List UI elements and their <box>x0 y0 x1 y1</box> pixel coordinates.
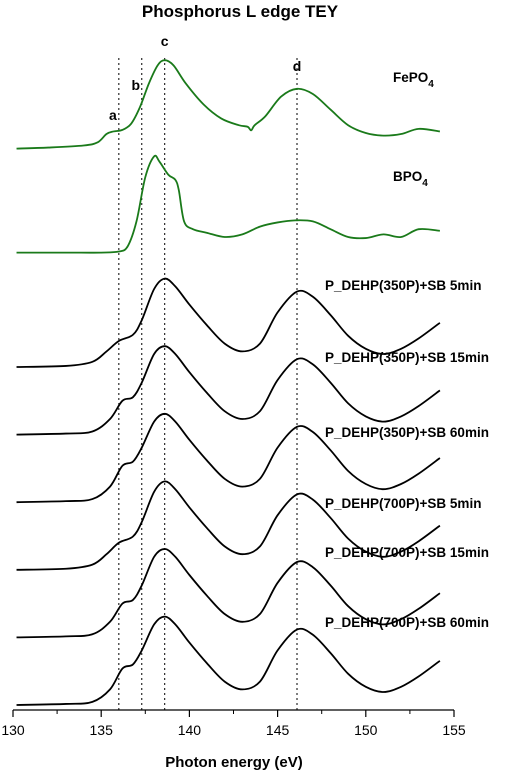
series-line-2 <box>16 154 440 254</box>
series-line-6 <box>16 480 441 571</box>
peak-label-b: b <box>131 77 140 93</box>
series-label-1: FePO4 <box>393 70 434 90</box>
series-label-8: P_DEHP(700P)+SB 60min <box>325 615 489 630</box>
series-line-1 <box>16 59 441 150</box>
x-axis-ticks: 130 135 140 145 150 155 <box>1 710 466 738</box>
peak-label-a: a <box>109 107 117 123</box>
series-line-5 <box>16 412 441 504</box>
series-line-4 <box>16 345 441 436</box>
x-axis-label: Photon energy (eV) <box>165 754 303 771</box>
peak-label-d: d <box>293 58 302 74</box>
x-tick-label-130: 130 <box>1 722 25 738</box>
series-line-3 <box>16 277 441 368</box>
series-label-6: P_DEHP(700P)+SB 5min <box>325 496 481 511</box>
peak-markers: ab c d <box>109 33 301 710</box>
series-line-8 <box>16 615 441 706</box>
x-tick-label-150: 150 <box>354 722 378 738</box>
series-label-7: P_DEHP(700P)+SB 15min <box>325 545 489 560</box>
series-label-5: P_DEHP(350P)+SB 60min <box>325 425 489 440</box>
chart-title: Phosphorus L edge TEY <box>142 2 339 21</box>
peak-label-c: c <box>161 33 169 49</box>
series-label-4: P_DEHP(350P)+SB 15min <box>325 350 489 365</box>
series-labels: FePO4 BPO4 P_DEHP(350P)+SB 5min P_DEHP(350P… <box>325 70 489 630</box>
series-label-3: P_DEHP(350P)+SB 5min <box>325 278 481 293</box>
x-tick-label-145: 145 <box>266 722 290 738</box>
spectra-curves <box>16 59 441 706</box>
series-label-2: BPO4 <box>393 169 428 189</box>
x-tick-label-155: 155 <box>442 722 466 738</box>
x-tick-label-135: 135 <box>90 722 114 738</box>
series-line-7 <box>16 548 441 639</box>
x-tick-label-140: 140 <box>178 722 202 738</box>
